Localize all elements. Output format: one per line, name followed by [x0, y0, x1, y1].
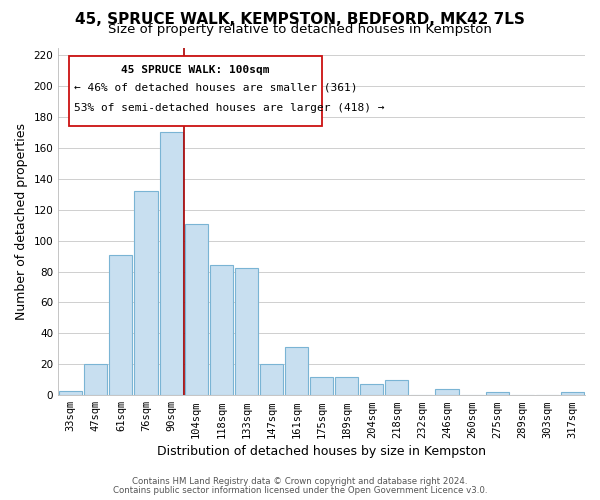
Bar: [134, 191, 158, 395]
Bar: [360, 384, 383, 395]
Text: ← 46% of detached houses are smaller (361): ← 46% of detached houses are smaller (36…: [74, 82, 358, 92]
Bar: [485, 392, 509, 395]
Bar: [385, 380, 409, 395]
Y-axis label: Number of detached properties: Number of detached properties: [15, 123, 28, 320]
Bar: [561, 392, 584, 395]
Bar: [260, 364, 283, 395]
Text: Size of property relative to detached houses in Kempston: Size of property relative to detached ho…: [108, 24, 492, 36]
Bar: [185, 224, 208, 395]
X-axis label: Distribution of detached houses by size in Kempston: Distribution of detached houses by size …: [157, 444, 486, 458]
Bar: [285, 348, 308, 395]
Bar: [335, 376, 358, 395]
Bar: [69, 56, 322, 126]
Bar: [209, 266, 233, 395]
Bar: [160, 132, 182, 395]
Bar: [84, 364, 107, 395]
Bar: [109, 254, 133, 395]
Text: 53% of semi-detached houses are larger (418) →: 53% of semi-detached houses are larger (…: [74, 103, 385, 113]
Text: Contains public sector information licensed under the Open Government Licence v3: Contains public sector information licen…: [113, 486, 487, 495]
Text: Contains HM Land Registry data © Crown copyright and database right 2024.: Contains HM Land Registry data © Crown c…: [132, 477, 468, 486]
Bar: [59, 390, 82, 395]
Text: 45, SPRUCE WALK, KEMPSTON, BEDFORD, MK42 7LS: 45, SPRUCE WALK, KEMPSTON, BEDFORD, MK42…: [75, 12, 525, 28]
Bar: [310, 376, 333, 395]
Bar: [436, 389, 458, 395]
Bar: [235, 268, 258, 395]
Text: 45 SPRUCE WALK: 100sqm: 45 SPRUCE WALK: 100sqm: [121, 65, 269, 75]
